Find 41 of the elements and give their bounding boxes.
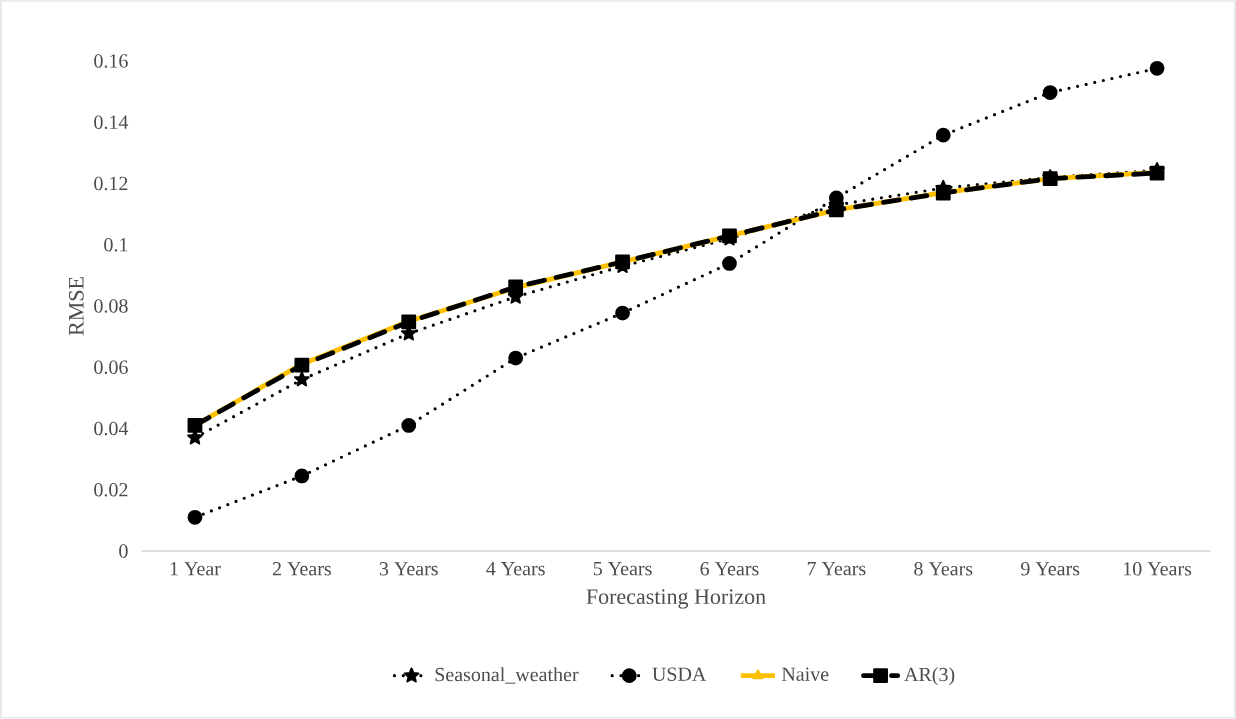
- x-tick-label: 6 Years: [700, 562, 759, 576]
- point: [294, 371, 310, 387]
- x-tick-label: 10 Years: [1124, 562, 1192, 576]
- point: [828, 202, 844, 218]
- x-tick-label: 8 Years: [914, 562, 973, 576]
- x-axis-title: Forecasting Horizon: [586, 589, 766, 609]
- point: [1042, 85, 1058, 100]
- x-tick-label: 9 Years: [1021, 562, 1080, 576]
- legend-label: USDA: [652, 667, 707, 681]
- y-tick-label: 0.02: [94, 482, 128, 497]
- y-tick-label: 0.04: [94, 421, 129, 436]
- y-tick-label: 0: [119, 544, 128, 558]
- point: [615, 254, 630, 270]
- y-axis-title: RMSE: [68, 277, 84, 336]
- point: [294, 468, 310, 484]
- y-tick-label: 0.12: [94, 176, 128, 191]
- x-tick-label: 5 Years: [593, 562, 652, 576]
- point: [187, 509, 203, 525]
- y-tick-label: 0.08: [94, 299, 128, 313]
- point: [401, 418, 417, 433]
- x-tick-label: 7 Years: [807, 562, 866, 576]
- point: [294, 357, 310, 373]
- x-tick-label: 1 Year: [170, 562, 221, 576]
- point: [508, 350, 524, 366]
- point: [1149, 165, 1165, 181]
- point: [401, 314, 417, 330]
- legend-label: Seasonal_weather: [435, 667, 579, 684]
- point: [935, 185, 951, 201]
- x-tick-label: 3 Years: [379, 562, 438, 576]
- y-tick-label: 0.14: [94, 115, 129, 130]
- y-tick-label: 0.06: [94, 360, 128, 375]
- legend-label: AR(3): [904, 667, 955, 686]
- point: [935, 127, 951, 143]
- y-tick-label: 0.16: [94, 54, 128, 68]
- point: [1149, 60, 1165, 76]
- point: [615, 305, 630, 321]
- x-tick-label: 2 Years: [272, 562, 331, 576]
- x-tick-label: 4 Years: [486, 562, 545, 576]
- legend-label: Naive: [781, 667, 829, 681]
- y-tick-label: 0.1: [104, 237, 128, 252]
- point: [722, 256, 737, 271]
